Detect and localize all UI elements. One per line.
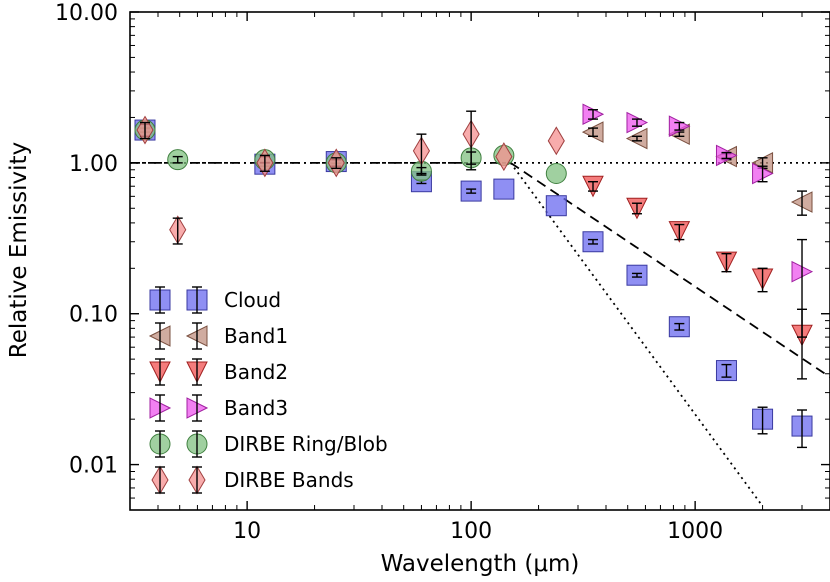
axis-ticks: 10 100 1000 0.01 0.10 1.00 10.00 bbox=[55, 1, 830, 544]
dirbe-bands-point bbox=[547, 126, 565, 156]
dirbe-ring-blob-error-bar bbox=[172, 155, 183, 164]
dirbe-bands-error-bar bbox=[331, 157, 342, 170]
dirbe-bands-error-bar bbox=[172, 217, 183, 245]
band3-error-bar bbox=[797, 238, 808, 338]
dirbe-bands-error-bar bbox=[466, 110, 477, 171]
legend-errbar-dirbe-bands bbox=[155, 466, 165, 494]
legend-errbar-band3 bbox=[155, 394, 165, 422]
legend-errbar-cloud bbox=[155, 286, 165, 314]
dirbe-bands-error-bar bbox=[416, 133, 427, 175]
y-tick-label: 0.10 bbox=[69, 303, 118, 328]
legend-entry-band1: Band1 bbox=[148, 322, 288, 350]
band2-error-bar bbox=[588, 181, 599, 192]
legend-errbar-band2 bbox=[155, 358, 165, 386]
cloud-error-bar bbox=[674, 322, 685, 331]
data-points bbox=[134, 103, 814, 449]
cloud-error-bar bbox=[588, 238, 599, 245]
band3-error-bar bbox=[721, 151, 732, 160]
y-tick-label: 1.00 bbox=[69, 152, 118, 177]
legend: Cloud Band1 Band2 Band3 DIRBE Ring/Blob DIRBE… bbox=[148, 286, 388, 495]
legend-label-cloud: Cloud bbox=[224, 288, 281, 312]
legend-label-dirbe-ring-blob: DIRBE Ring/Blob bbox=[224, 432, 388, 456]
band2-error-bar bbox=[721, 252, 732, 273]
legend-entry-band3: Band3 bbox=[149, 394, 288, 422]
band1-error-bar bbox=[797, 190, 808, 216]
plot-frame bbox=[129, 11, 830, 511]
band1-error-bar bbox=[631, 135, 642, 142]
x-axis-label: Wavelength (μm) bbox=[381, 551, 580, 577]
x-tick-label: 1000 bbox=[667, 519, 723, 544]
series-dirbe-bands bbox=[136, 110, 565, 245]
legend-label-dirbe-bands: DIRBE Bands bbox=[224, 468, 354, 492]
series-band3 bbox=[582, 103, 814, 338]
band3-error-bar bbox=[588, 109, 599, 120]
legend-errbar-dirbe-ring-blob bbox=[155, 430, 165, 458]
legend-entry-band2: Band2 bbox=[149, 358, 288, 386]
dirbe-bands-point bbox=[495, 142, 513, 172]
band3-error-bar bbox=[674, 121, 685, 131]
band2-error-bar bbox=[674, 223, 685, 241]
y-axis-label: Relative Emissivity bbox=[6, 142, 32, 358]
cloud-error-bar bbox=[757, 406, 768, 435]
dirbe-bands-error-bar bbox=[139, 121, 150, 140]
cloud-point bbox=[545, 195, 567, 217]
band1-error-bar bbox=[588, 127, 599, 137]
cloud-error-bar bbox=[797, 409, 808, 449]
x-tick-label: 100 bbox=[450, 519, 492, 544]
dirbe-bands-error-bar bbox=[259, 154, 270, 172]
legend-errbar-dirbe-bands bbox=[192, 466, 202, 494]
cloud-error-bar bbox=[721, 363, 732, 378]
legend-errbar-band1 bbox=[192, 322, 202, 350]
cloud-error-bar bbox=[466, 188, 477, 194]
legend-entry-dirbe-bands: DIRBE Bands bbox=[151, 465, 354, 495]
band3-error-bar bbox=[757, 165, 768, 183]
legend-errbar-band1 bbox=[155, 322, 165, 350]
dirbe-ring-blob-point bbox=[545, 163, 567, 185]
legend-entry-cloud: Cloud bbox=[149, 286, 281, 314]
y-tick-label: 0.01 bbox=[69, 454, 118, 479]
legend-entry-dirbe-ring-blob: DIRBE Ring/Blob bbox=[149, 430, 388, 458]
band3-error-bar bbox=[631, 118, 642, 127]
band2-error-bar bbox=[631, 202, 642, 215]
legend-label-band3: Band3 bbox=[224, 396, 288, 420]
legend-label-band2: Band2 bbox=[224, 360, 288, 384]
legend-errbar-band3 bbox=[192, 394, 202, 422]
cloud-point bbox=[493, 178, 515, 200]
reference-line-dotted bbox=[509, 162, 764, 507]
band2-error-bar bbox=[757, 267, 768, 293]
x-tick-label: 10 bbox=[233, 519, 261, 544]
legend-label-band1: Band1 bbox=[224, 324, 288, 348]
cloud-error-bar bbox=[631, 272, 642, 278]
legend-errbar-band2 bbox=[192, 358, 202, 386]
legend-errbar-cloud bbox=[192, 286, 202, 314]
legend-errbar-dirbe-ring-blob bbox=[192, 430, 202, 458]
y-tick-label: 10.00 bbox=[55, 1, 118, 26]
